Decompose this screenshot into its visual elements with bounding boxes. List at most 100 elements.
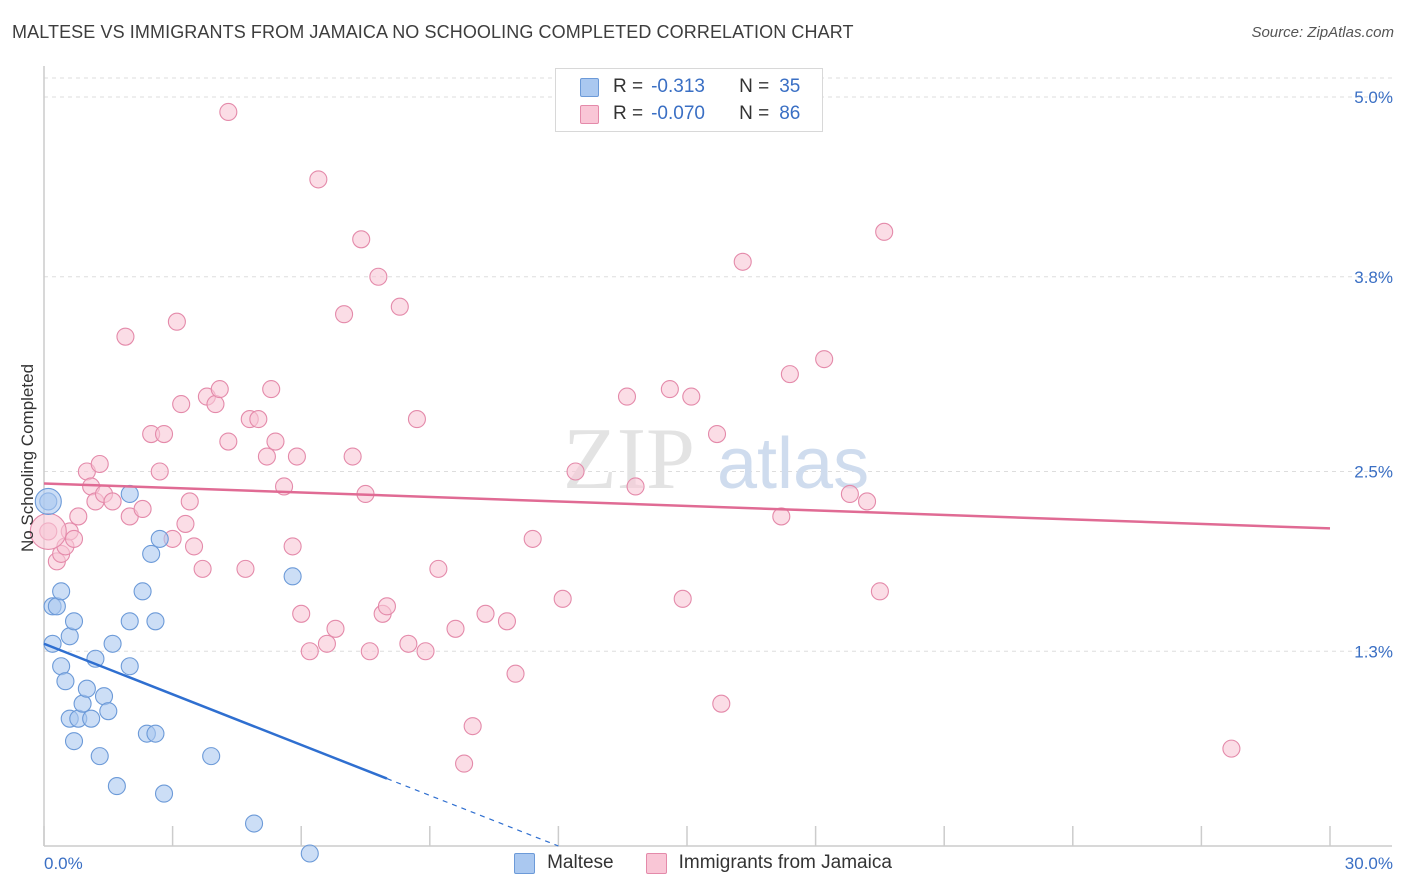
data-point-jamaica — [553, 589, 572, 608]
axes — [43, 66, 1392, 847]
data-point-maltese — [120, 657, 139, 676]
jamaica-points — [29, 102, 1241, 773]
data-point-jamaica — [626, 477, 645, 496]
data-point-jamaica — [206, 395, 225, 414]
legend-swatch-maltese — [580, 77, 599, 97]
series-legend: Maltese Immigrants from Jamaica — [0, 852, 1406, 874]
data-point-jamaica — [343, 447, 362, 466]
legend-label-jamaica: Immigrants from Jamaica — [678, 852, 892, 873]
legend-r-label: R = — [613, 76, 644, 97]
data-point-maltese — [90, 747, 109, 766]
legend-r-value: -0.070 — [651, 103, 705, 124]
data-point-jamaica — [352, 230, 371, 249]
data-point-maltese — [154, 784, 174, 803]
data-point-jamaica — [815, 350, 834, 369]
data-point-maltese — [47, 597, 66, 616]
y-tick-label: 1.3% — [1354, 642, 1393, 661]
legend-swatch-maltese — [514, 852, 536, 874]
watermark-zip: ZIP — [563, 411, 695, 508]
data-point-jamaica — [682, 387, 701, 406]
data-point-maltese — [300, 844, 319, 863]
data-point-maltese — [64, 612, 84, 631]
data-point-jamaica — [249, 410, 268, 429]
data-point-jamaica — [266, 432, 285, 451]
y-tick-label: 5.0% — [1354, 88, 1393, 107]
data-point-jamaica — [566, 462, 585, 481]
data-point-maltese — [133, 582, 152, 601]
data-point-jamaica — [90, 454, 109, 474]
data-point-maltese — [146, 724, 165, 743]
stats-legend: R = -0.313 N = 35 R = -0.070 N = 86 — [555, 68, 823, 132]
data-point-maltese — [103, 634, 122, 653]
data-point-jamaica — [176, 514, 195, 533]
data-point-jamaica — [64, 529, 84, 548]
data-point-jamaica — [407, 410, 426, 429]
data-point-jamaica — [707, 424, 727, 444]
data-point-jamaica — [184, 537, 204, 556]
data-point-jamaica — [780, 365, 799, 384]
data-point-jamaica — [506, 664, 525, 683]
data-point-maltese — [82, 709, 101, 728]
data-point-maltese — [146, 612, 165, 631]
data-point-jamaica — [840, 484, 859, 504]
data-point-jamaica — [1222, 739, 1241, 758]
legend-n-label: N = — [739, 103, 770, 124]
data-point-jamaica — [772, 507, 791, 526]
y-tick-label: 3.8% — [1354, 268, 1393, 287]
legend-item-maltese[interactable]: Maltese — [514, 852, 614, 874]
legend-label-maltese: Maltese — [547, 852, 614, 873]
data-point-jamaica — [210, 380, 229, 399]
data-point-jamaica — [446, 619, 465, 638]
data-point-jamaica — [150, 462, 169, 481]
legend-n-value: 35 — [779, 76, 801, 97]
data-point-jamaica — [219, 102, 238, 122]
data-point-jamaica — [257, 447, 276, 466]
data-point-jamaica — [399, 634, 418, 653]
data-point-jamaica — [292, 604, 311, 623]
data-point-jamaica — [326, 619, 345, 638]
legend-n-value: 86 — [779, 103, 801, 124]
data-point-jamaica — [733, 252, 752, 271]
data-point-jamaica — [875, 222, 894, 241]
maltese-points — [34, 484, 319, 863]
legend-swatch-jamaica — [645, 852, 667, 874]
data-point-jamaica — [857, 492, 877, 511]
data-point-maltese — [202, 747, 221, 766]
data-point-jamaica — [172, 395, 191, 414]
data-point-jamaica — [455, 754, 474, 773]
trendlines — [43, 482, 1331, 847]
data-point-jamaica — [180, 492, 199, 511]
data-point-maltese — [56, 672, 75, 691]
data-point-maltese — [60, 627, 79, 646]
x-tick-label: 0.0% — [44, 854, 83, 873]
data-point-maltese — [99, 702, 118, 721]
legend-item-jamaica[interactable]: Immigrants from Jamaica — [645, 852, 892, 874]
data-point-jamaica — [335, 305, 354, 324]
trendline-maltese-extension — [386, 778, 559, 847]
chart-title: MALTESE VS IMMIGRANTS FROM JAMAICA NO SC… — [12, 22, 854, 42]
data-point-maltese — [142, 544, 161, 563]
legend-n-label: N = — [739, 76, 770, 97]
legend-swatch-jamaica — [580, 104, 599, 124]
chart-source: Source: ZipAtlas.com — [1251, 24, 1394, 41]
data-point-jamaica — [673, 589, 692, 608]
y-axis-label: No Schooling Completed — [18, 363, 37, 553]
data-point-maltese — [107, 777, 126, 796]
data-point-jamaica — [497, 612, 517, 631]
data-point-jamaica — [103, 492, 122, 511]
y-tick-label: 2.5% — [1354, 463, 1393, 482]
data-point-jamaica — [300, 642, 319, 661]
data-point-jamaica — [193, 559, 212, 578]
data-point-jamaica — [262, 380, 281, 399]
data-point-maltese — [94, 687, 114, 706]
tick-labels: 1.3% 2.5% 3.8% 5.0% 0.0% 30.0% — [44, 88, 1393, 873]
trendline-jamaica — [43, 482, 1331, 530]
data-point-jamaica — [390, 297, 409, 316]
x-tick-label: 30.0% — [1345, 854, 1393, 873]
data-point-jamaica — [317, 634, 336, 653]
data-point-maltese — [52, 582, 71, 601]
data-point-jamaica — [283, 537, 302, 556]
legend-row-maltese: R = -0.313 N = 35 — [580, 75, 800, 99]
data-point-jamaica — [523, 529, 542, 548]
data-point-maltese — [244, 814, 264, 833]
